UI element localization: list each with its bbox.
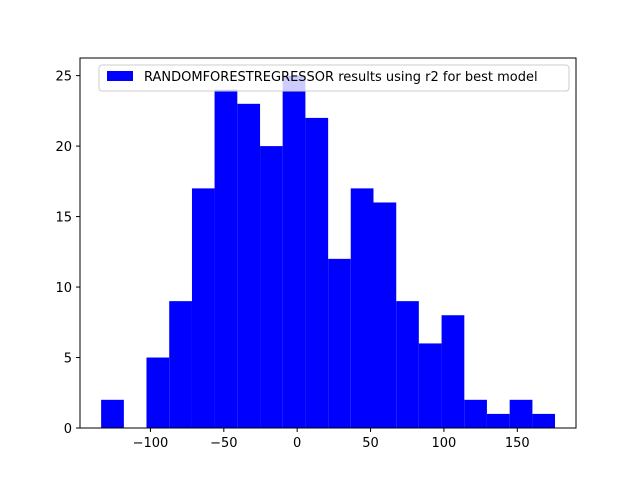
histogram-bar [328, 258, 351, 428]
x-axis: −100 −50 0 50 100 150 [133, 428, 530, 451]
x-tick-label: 0 [293, 436, 301, 451]
y-tick-label: 10 [55, 281, 72, 296]
y-tick-label: 0 [64, 422, 72, 437]
histogram-bars [101, 75, 556, 429]
histogram-bar [169, 301, 192, 428]
histogram-bar [237, 103, 261, 429]
histogram-bar [350, 188, 374, 428]
x-tick-label: 100 [432, 436, 457, 451]
histogram-bar [396, 301, 419, 428]
histogram-bar [373, 202, 397, 428]
histogram-bar [101, 399, 124, 428]
y-tick-label: 15 [55, 211, 72, 226]
histogram-bar [146, 357, 170, 428]
x-tick-label: 150 [505, 436, 530, 451]
y-axis: 0 5 10 15 20 25 [55, 70, 80, 437]
y-tick-label: 20 [55, 140, 72, 155]
x-tick-label: −100 [133, 436, 169, 451]
histogram-bar [464, 399, 487, 428]
histogram-bar [214, 89, 238, 428]
axes-frame [79, 57, 577, 429]
histogram-bar [282, 75, 306, 428]
histogram-bar [509, 399, 533, 428]
legend-swatch [107, 71, 133, 81]
y-tick-label: 5 [64, 352, 72, 367]
histogram-bar [260, 146, 283, 428]
legend-label: RANDOMFORESTREGRESSOR results using r2 f… [144, 70, 538, 85]
legend-box [98, 64, 570, 92]
histogram-bar [418, 343, 442, 428]
histogram-bar [441, 315, 465, 428]
x-tick-label: −50 [210, 436, 237, 451]
legend: RANDOMFORESTREGRESSOR results using r2 f… [98, 64, 570, 92]
x-tick-label: 50 [362, 436, 379, 451]
histogram-bar [191, 188, 215, 428]
y-tick-label: 25 [55, 70, 72, 85]
histogram-bar [486, 413, 510, 428]
histogram-bar [305, 117, 329, 429]
histogram-bar [532, 413, 556, 428]
